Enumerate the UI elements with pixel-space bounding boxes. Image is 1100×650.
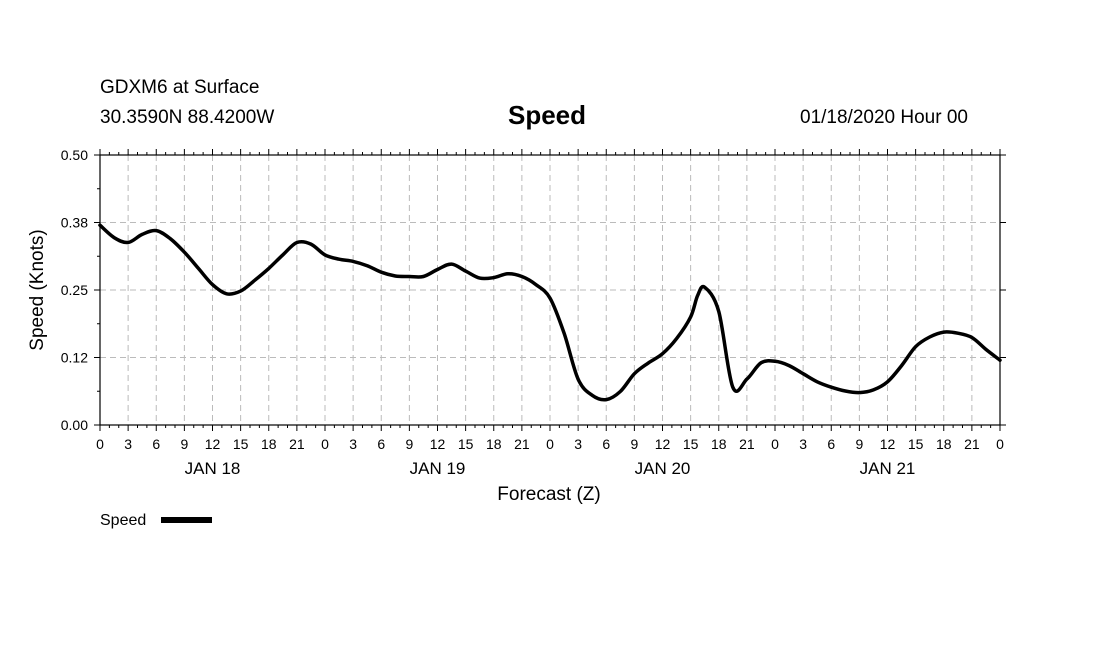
x-tick-label: 18 (486, 436, 502, 452)
x-tick-labels: 0 3 6 9 12 15 18 21 0 3 6 9 12 15 18 21 0 3 6 9 12 15 18 21 0 3 6 9… (96, 436, 1004, 452)
y-tick-label: 0.12 (61, 350, 88, 366)
x-tick-label: 15 (233, 436, 249, 452)
x-tick-label: 21 (964, 436, 980, 452)
x-tick-label: 15 (458, 436, 474, 452)
x-tick-label: 9 (180, 436, 188, 452)
x-tick-label: 3 (124, 436, 132, 452)
x-tick-label: 6 (827, 436, 835, 452)
x-tick-label: 18 (936, 436, 952, 452)
x-tick-label: 12 (880, 436, 896, 452)
x-tick-label: 3 (574, 436, 582, 452)
x-tick-label: 0 (771, 436, 779, 452)
y-tick-label: 0.25 (61, 282, 88, 298)
y-axis-label: Speed (Knots) (27, 229, 48, 350)
coordinates-line: 30.3590N 88.4200W (100, 107, 275, 128)
forecast-date: 01/18/2020 Hour 00 (800, 107, 968, 128)
x-tick-label: 18 (711, 436, 727, 452)
x-tick-label: 3 (799, 436, 807, 452)
x-tick-label: 0 (546, 436, 554, 452)
speed-series-line (98, 223, 1002, 402)
chart-title: Speed (508, 100, 587, 130)
x-tick-label: 15 (908, 436, 924, 452)
x-tick-label: 3 (349, 436, 357, 452)
x-tick-label: 21 (739, 436, 755, 452)
x-tick-label: 6 (602, 436, 610, 452)
y-tick-label: 0.38 (61, 215, 88, 231)
y-tick-labels: 0.00 0.12 0.25 0.38 0.50 (61, 147, 88, 433)
x-tick-label: 0 (996, 436, 1004, 452)
x-axis-label: Forecast (Z) (497, 484, 600, 505)
x-tick-label: 21 (514, 436, 530, 452)
y-tick-label: 0.00 (61, 417, 88, 433)
legend-label: Speed (100, 512, 146, 529)
x-tick-label: 15 (683, 436, 699, 452)
x-tick-label: 9 (405, 436, 413, 452)
location-line: GDXM6 at Surface (100, 77, 260, 98)
x-tick-label: 21 (289, 436, 305, 452)
plot-frame (99, 154, 1001, 426)
x-tick-label: 9 (630, 436, 638, 452)
legend-swatch (161, 517, 212, 523)
day-label: JAN 20 (635, 459, 691, 478)
x-tick-label: 6 (377, 436, 385, 452)
day-label: JAN 18 (185, 459, 241, 478)
x-tick-label: 12 (655, 436, 671, 452)
day-label: JAN 19 (410, 459, 466, 478)
x-tick-label: 12 (430, 436, 446, 452)
day-label: JAN 21 (860, 459, 916, 478)
x-tick-label: 12 (205, 436, 221, 452)
grid-lines (100, 155, 1000, 425)
x-tick-label: 0 (96, 436, 104, 452)
x-tick-label: 0 (321, 436, 329, 452)
x-tick-label: 18 (261, 436, 277, 452)
y-tick-label: 0.50 (61, 147, 88, 163)
day-labels: JAN 18 JAN 19 JAN 20 JAN 21 (185, 459, 916, 478)
x-tick-label: 6 (152, 436, 160, 452)
x-tick-label: 9 (855, 436, 863, 452)
